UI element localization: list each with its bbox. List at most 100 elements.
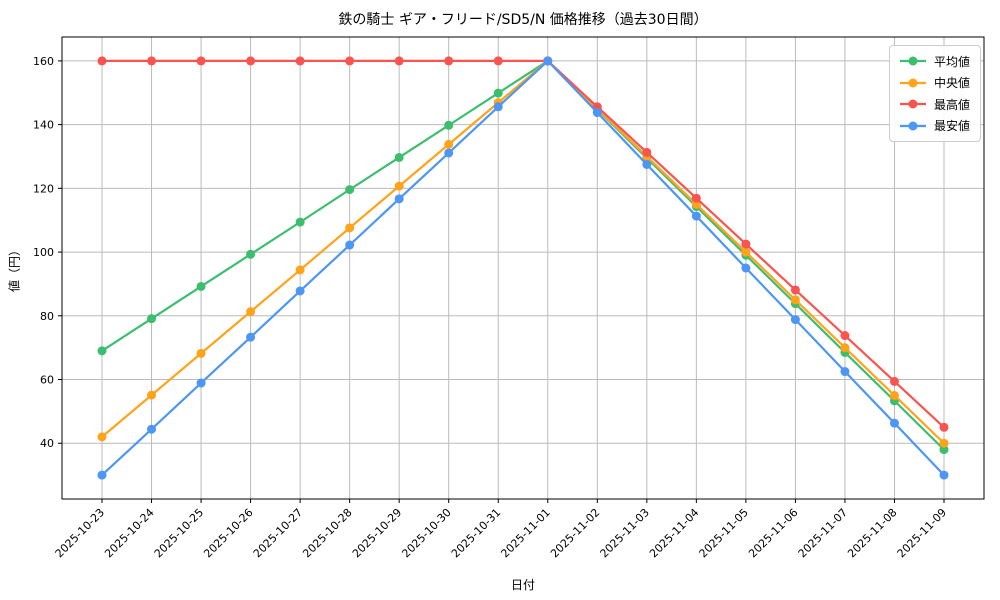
data-point-highest: [691, 193, 701, 203]
data-point-lowest: [97, 470, 107, 480]
data-point-median: [394, 181, 404, 191]
data-point-median: [444, 139, 454, 149]
data-point-average: [939, 445, 949, 455]
chart-title: 鉄の騎士 ギア・フリード/SD5/N 価格推移（過去30日間）: [338, 12, 708, 28]
data-point-average: [97, 346, 107, 356]
legend-item-average: 平均値: [899, 52, 970, 71]
x-tick-label: 2025-10-29: [350, 506, 404, 560]
data-point-highest: [97, 56, 107, 66]
data-point-lowest: [147, 424, 157, 434]
data-point-lowest: [543, 56, 553, 66]
legend-label-average: 平均値: [933, 54, 970, 69]
x-tick-label: 2025-11-09: [895, 506, 949, 560]
y-tick-label: 60: [40, 374, 54, 387]
x-tick-label: 2025-11-08: [845, 506, 899, 560]
legend-marker-median: [899, 78, 926, 88]
x-tick-label: 2025-11-07: [796, 506, 850, 560]
plot-border: [61, 36, 985, 500]
y-tick-label: 100: [33, 246, 54, 259]
data-point-highest: [642, 147, 652, 157]
data-point-highest: [790, 285, 800, 295]
data-point-lowest: [295, 286, 305, 296]
data-point-median: [741, 247, 751, 257]
data-point-median: [295, 265, 305, 275]
data-point-average: [394, 152, 404, 162]
x-tick-label: 2025-11-02: [548, 506, 602, 560]
data-point-highest: [295, 56, 305, 66]
data-point-lowest: [394, 194, 404, 204]
data-point-average: [295, 217, 305, 227]
data-point-lowest: [939, 470, 949, 480]
y-tick-label: 80: [40, 310, 54, 323]
data-point-average: [493, 88, 503, 98]
legend-label-median: 中央値: [933, 76, 970, 91]
data-point-average: [345, 185, 355, 195]
x-tick-label: 2025-11-01: [498, 506, 552, 560]
data-point-median: [840, 343, 850, 353]
y-tick-label: 40: [40, 437, 54, 450]
x-tick-label: 2025-10-31: [449, 506, 503, 560]
series-line-highest: [100, 59, 946, 429]
data-point-highest: [196, 56, 206, 66]
data-point-median: [889, 390, 899, 400]
data-point-average: [444, 120, 454, 130]
series-line-lowest: [100, 59, 946, 477]
x-tick-label: 2025-11-04: [647, 506, 701, 560]
data-point-median: [196, 348, 206, 358]
legend: 平均値中央値最高値最安値: [888, 45, 981, 142]
data-point-highest: [840, 331, 850, 341]
x-tick-label: 2025-11-05: [697, 506, 751, 560]
data-point-average: [196, 281, 206, 291]
series-line-average: [100, 59, 946, 451]
y-tick-label: 140: [33, 119, 54, 132]
x-tick-label: 2025-10-27: [251, 506, 305, 560]
data-point-median: [790, 295, 800, 305]
data-point-highest: [246, 56, 256, 66]
data-point-median: [345, 223, 355, 233]
data-point-lowest: [889, 418, 899, 428]
legend-label-highest: 最高値: [933, 97, 970, 112]
legend-marker-highest: [899, 99, 926, 109]
data-point-lowest: [691, 211, 701, 221]
legend-label-lowest: 最安値: [933, 119, 970, 134]
legend-item-median: 中央値: [899, 74, 970, 93]
x-tick-label: 2025-10-30: [399, 506, 453, 560]
data-point-lowest: [741, 263, 751, 273]
x-tick-label: 2025-10-25: [152, 506, 206, 560]
data-point-lowest: [444, 148, 454, 158]
data-point-lowest: [196, 378, 206, 388]
data-point-average: [246, 249, 256, 259]
data-point-median: [97, 432, 107, 442]
data-point-highest: [889, 376, 899, 386]
data-point-highest: [939, 422, 949, 432]
legend-item-lowest: 最安値: [899, 117, 970, 136]
data-point-lowest: [246, 332, 256, 342]
data-point-average: [147, 314, 157, 324]
data-point-median: [246, 307, 256, 317]
x-tick-label: 2025-10-26: [201, 506, 255, 560]
data-point-highest: [741, 239, 751, 249]
data-point-highest: [147, 56, 157, 66]
data-point-median: [939, 438, 949, 448]
data-point-median: [147, 390, 157, 400]
data-point-lowest: [840, 367, 850, 377]
y-axis-label: 値（円）: [7, 243, 22, 293]
x-tick-label: 2025-10-28: [300, 506, 354, 560]
x-tick-label: 2025-11-03: [598, 506, 652, 560]
series-line-median: [100, 59, 946, 445]
legend-item-highest: 最高値: [899, 95, 970, 114]
y-tick-label: 120: [33, 182, 54, 195]
data-point-lowest: [642, 159, 652, 169]
legend-marker-lowest: [899, 121, 926, 131]
data-point-highest: [444, 56, 454, 66]
data-point-highest: [394, 56, 404, 66]
x-tick-label: 2025-10-24: [102, 506, 156, 560]
x-tick-label: 2025-11-06: [746, 506, 800, 560]
data-point-highest: [493, 56, 503, 66]
y-tick-label: 160: [33, 55, 54, 68]
data-point-lowest: [345, 240, 355, 250]
x-axis-label: 日付: [510, 578, 535, 592]
data-point-lowest: [790, 315, 800, 325]
